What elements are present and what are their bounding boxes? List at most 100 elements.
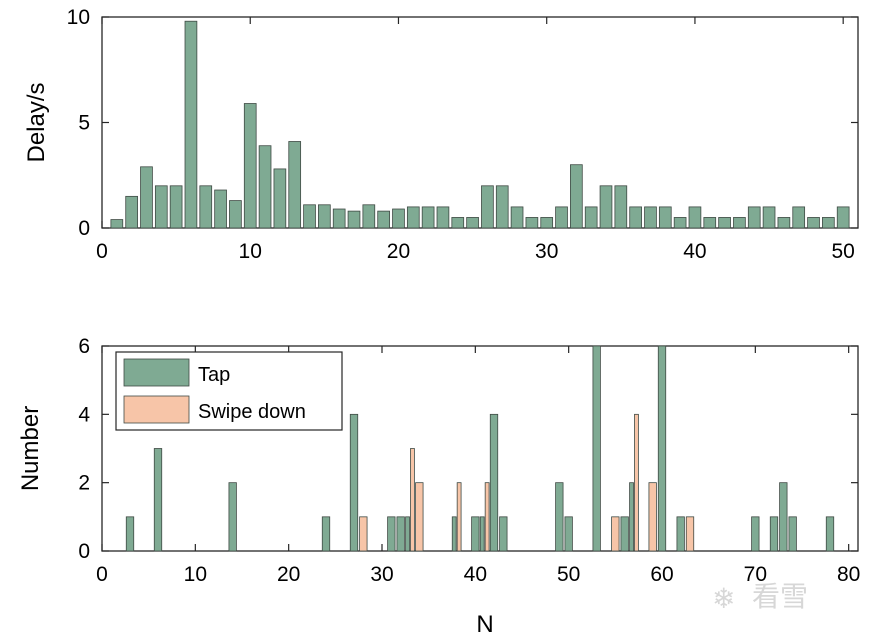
delay-bar — [481, 185, 494, 229]
tap-bar — [451, 516, 457, 552]
y-tick-label: 2 — [78, 472, 90, 495]
tap-bar — [387, 516, 396, 552]
tap-bar — [499, 516, 508, 552]
x-tick-label: 10 — [239, 240, 262, 263]
tap-bar — [471, 516, 480, 552]
delay-bar — [629, 206, 642, 229]
delay-bar — [540, 217, 554, 229]
count-tick-labels: 0 10 20 30 40 50 60 70 80 0 2 4 6 — [78, 335, 860, 586]
x-tick-label: 50 — [831, 240, 854, 263]
delay-bar — [570, 164, 583, 229]
tap-bar — [629, 482, 634, 552]
delay-bar — [688, 206, 702, 229]
tap-bar — [657, 345, 667, 552]
delay-bar — [658, 206, 672, 229]
delay-chart: 0 10 20 30 40 50 0 5 10 Delay/s — [23, 6, 859, 263]
y-tick-label: 0 — [78, 540, 90, 563]
delay-bar — [332, 208, 346, 229]
delay-bar — [451, 217, 465, 229]
count-y-axis-title: Number — [17, 406, 44, 491]
count-chart: 0 10 20 30 40 50 60 70 80 0 2 4 6 Number N Tap Swipe… — [17, 335, 860, 638]
delay-bar — [644, 206, 657, 229]
x-tick-label: 10 — [184, 563, 207, 586]
delay-bar — [243, 103, 257, 229]
delay-bar — [421, 206, 435, 229]
delay-bar — [718, 217, 731, 229]
delay-bar — [836, 206, 850, 229]
delay-bar — [584, 206, 598, 229]
delay-bar — [406, 206, 420, 229]
x-tick-label: 40 — [464, 563, 487, 586]
tap-bar — [405, 516, 410, 552]
tap-bar — [751, 516, 760, 552]
delay-bar — [762, 206, 776, 229]
delay-bar — [318, 204, 331, 229]
delay-bar — [125, 195, 138, 229]
delay-bar — [703, 217, 717, 229]
x-tick-label: 20 — [277, 563, 300, 586]
snowflake-icon: ❄ — [712, 582, 735, 615]
delay-bar — [599, 185, 613, 229]
y-tick-label: 5 — [78, 112, 90, 135]
tap-bar — [769, 516, 779, 552]
delay-bar — [525, 217, 539, 229]
delay-bars — [110, 20, 850, 229]
tap-bar — [788, 516, 797, 552]
delay-bar — [466, 217, 479, 229]
legend-label-tap: Tap — [198, 364, 230, 386]
swipe-down-bar — [415, 482, 424, 552]
swipe-down-bar — [634, 413, 639, 552]
y-tick-label: 0 — [78, 217, 90, 240]
x-tick-label: 20 — [387, 240, 410, 263]
count-x-axis-title: N — [476, 611, 493, 638]
swipe-down-bar — [484, 482, 490, 552]
legend-swatch-swipe-down — [123, 395, 190, 424]
tap-bar — [153, 448, 163, 552]
delay-bar — [303, 204, 316, 229]
y-tick-label: 10 — [67, 6, 90, 29]
x-tick-label: 40 — [683, 240, 706, 263]
swipe-down-bar — [410, 448, 415, 552]
tap-bar — [349, 413, 359, 552]
tap-bar — [592, 345, 601, 552]
delay-bar — [347, 210, 361, 229]
legend: Tap Swipe down — [115, 351, 343, 431]
delay-bar — [214, 189, 227, 229]
tap-bar — [564, 516, 573, 552]
delay-bar — [154, 185, 168, 229]
delay-bar — [807, 217, 820, 229]
swipe-down-bar — [685, 516, 695, 552]
x-tick-label: 60 — [650, 563, 673, 586]
delay-bar — [555, 206, 568, 229]
x-tick-label: 30 — [535, 240, 558, 263]
delay-bar — [822, 217, 835, 229]
delay-bar — [673, 217, 687, 229]
legend-swatch-tap — [123, 358, 190, 387]
tap-bar — [555, 482, 564, 552]
delay-bar — [614, 185, 628, 229]
delay-bar — [777, 217, 791, 229]
delay-bar — [495, 185, 509, 229]
delay-bar — [436, 206, 450, 229]
delay-bar — [733, 217, 746, 229]
x-tick-label: 30 — [370, 563, 393, 586]
swipe-down-bar — [456, 482, 462, 552]
tap-bar — [479, 516, 485, 552]
delay-bar — [199, 185, 213, 229]
swipe-down-bar — [359, 516, 368, 552]
y-tick-label: 4 — [78, 403, 90, 426]
tap-bar — [489, 413, 499, 552]
delay-bar — [792, 206, 806, 229]
tap-bar — [228, 482, 237, 552]
x-tick-label: 80 — [837, 563, 860, 586]
x-tick-label: 70 — [744, 563, 767, 586]
delay-bar — [258, 145, 272, 229]
delay-bar — [747, 206, 761, 229]
delay-bar — [169, 185, 183, 229]
delay-bar — [288, 141, 302, 229]
tap-bar — [125, 516, 135, 552]
tap-bar — [396, 516, 405, 552]
swipe-down-bar — [648, 482, 657, 552]
legend-label-swipe-down: Swipe down — [198, 401, 306, 423]
